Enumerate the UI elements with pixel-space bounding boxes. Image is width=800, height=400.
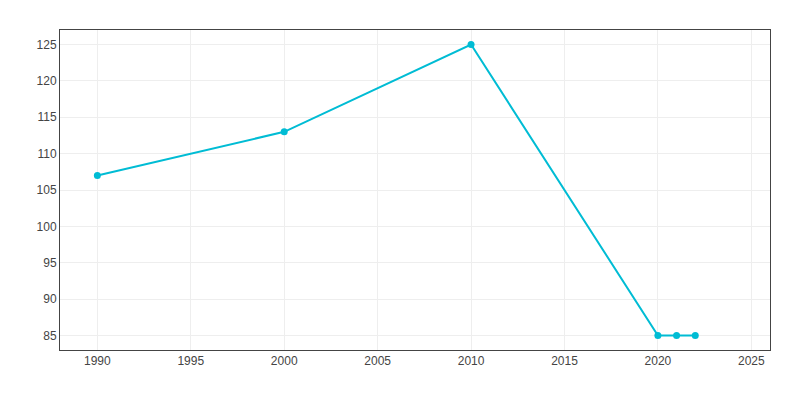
svg-text:1990: 1990 bbox=[84, 354, 111, 368]
svg-text:2000: 2000 bbox=[271, 354, 298, 368]
svg-text:2010: 2010 bbox=[458, 354, 485, 368]
svg-text:2005: 2005 bbox=[364, 354, 391, 368]
svg-text:2025: 2025 bbox=[738, 354, 765, 368]
svg-text:110: 110 bbox=[37, 147, 56, 161]
svg-text:95: 95 bbox=[43, 256, 57, 270]
svg-text:120: 120 bbox=[37, 74, 57, 88]
svg-text:1995: 1995 bbox=[177, 354, 204, 368]
svg-text:90: 90 bbox=[43, 292, 57, 306]
svg-text:85: 85 bbox=[43, 329, 57, 343]
svg-text:125: 125 bbox=[37, 38, 57, 52]
svg-text:2015: 2015 bbox=[551, 354, 578, 368]
svg-text:2020: 2020 bbox=[645, 354, 672, 368]
svg-text:115: 115 bbox=[37, 110, 56, 124]
svg-text:100: 100 bbox=[37, 220, 57, 234]
svg-text:105: 105 bbox=[37, 183, 57, 197]
